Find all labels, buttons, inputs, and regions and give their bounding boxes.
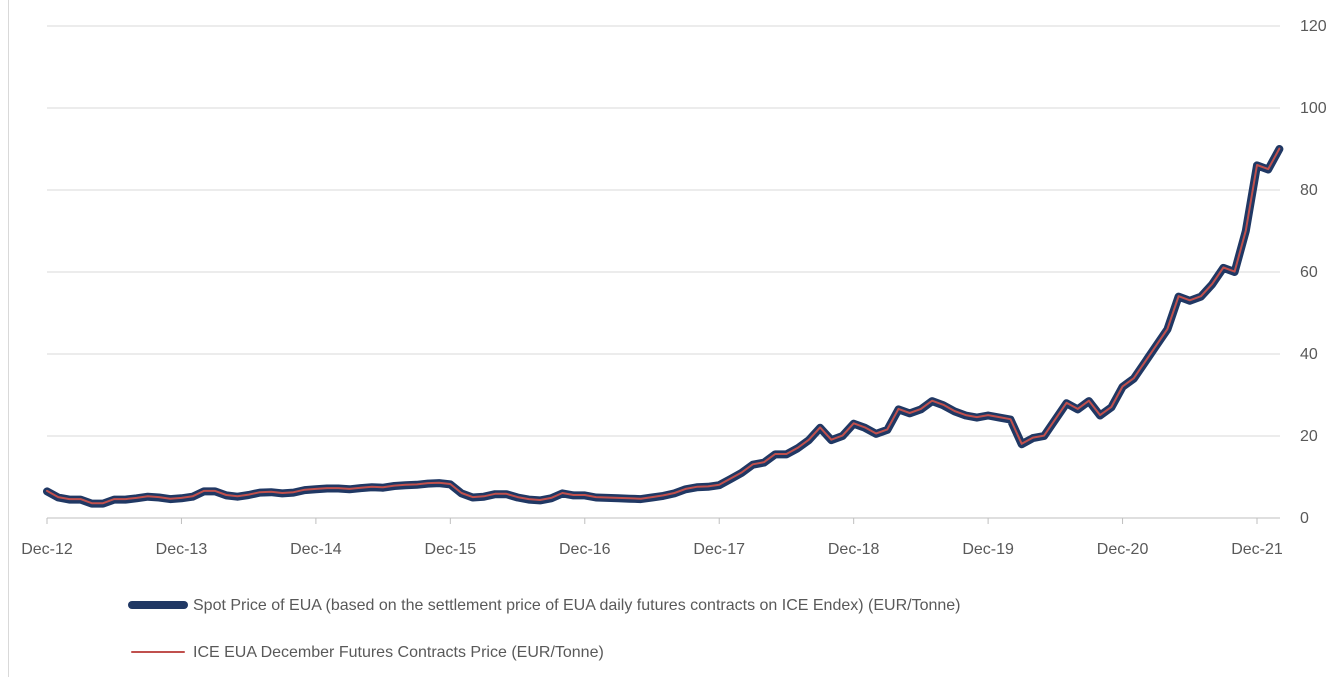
x-tick-label: Dec-17 xyxy=(693,541,745,558)
y-tick-label: 120 xyxy=(1300,18,1327,35)
y-tick-label: 80 xyxy=(1300,182,1318,199)
y-tick-label: 20 xyxy=(1300,428,1318,445)
legend-label: Spot Price of EUA (based on the settleme… xyxy=(193,597,960,614)
x-tick-label: Dec-12 xyxy=(21,541,73,558)
x-tick-label: Dec-15 xyxy=(425,541,477,558)
series-line xyxy=(43,145,1284,508)
legend-label: ICE EUA December Futures Contracts Price… xyxy=(193,644,604,661)
y-tick-label: 100 xyxy=(1300,100,1327,117)
x-tick-label: Dec-16 xyxy=(559,541,611,558)
y-tick-label: 0 xyxy=(1300,510,1309,527)
x-tick-label: Dec-18 xyxy=(828,541,880,558)
x-tick-label: Dec-13 xyxy=(156,541,208,558)
x-tick-label: Dec-14 xyxy=(290,541,342,558)
x-tick-label: Dec-20 xyxy=(1097,541,1149,558)
x-tick-label: Dec-21 xyxy=(1231,541,1283,558)
x-tick-label: Dec-19 xyxy=(962,541,1014,558)
y-tick-label: 60 xyxy=(1300,264,1318,281)
y-tick-label: 40 xyxy=(1300,346,1318,363)
series-line xyxy=(46,147,1281,505)
